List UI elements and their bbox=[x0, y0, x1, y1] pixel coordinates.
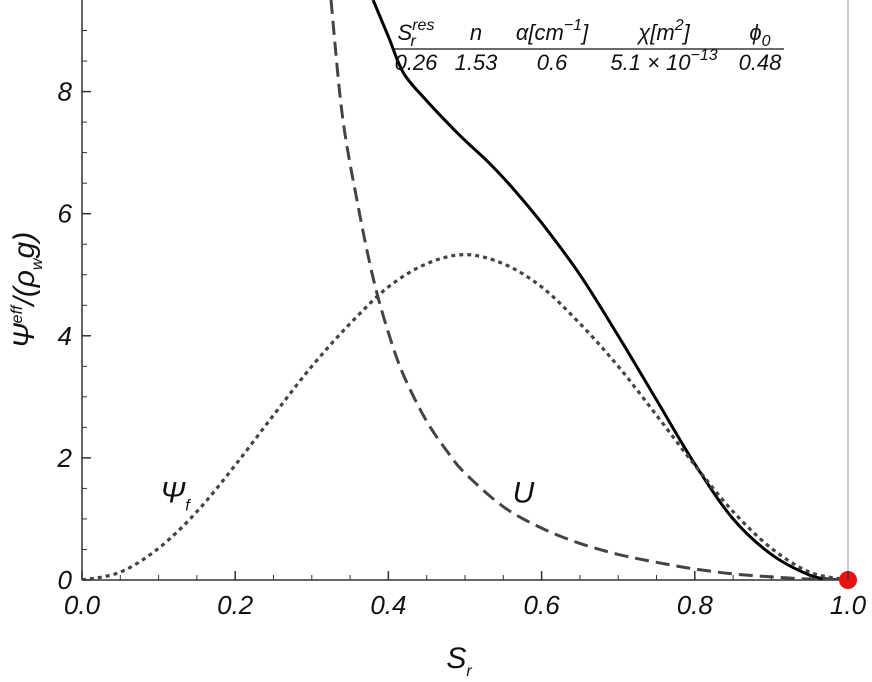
table-value: 0.6 bbox=[537, 50, 568, 75]
y-tick-label: 2 bbox=[57, 443, 73, 473]
series-line-total bbox=[371, 0, 848, 580]
psi-f-label: Ψf bbox=[160, 477, 191, 515]
x-axis-title: Sr bbox=[446, 642, 472, 680]
y-tick-label: 6 bbox=[58, 199, 73, 229]
x-tick-label: 0.2 bbox=[217, 590, 254, 620]
param-table: Sres r n α[cm−1] χ[m2] ϕ0 0.26 1.53 0.6 5.1 × 10−… bbox=[392, 17, 784, 75]
table-value: 0.26 bbox=[395, 50, 439, 75]
table-header: n bbox=[470, 20, 482, 45]
labels: Ψf U Sr Ψeff/(ρwg) bbox=[8, 232, 535, 680]
x-tick-label: 0.6 bbox=[524, 590, 561, 620]
ticks: 0.0 0.2 0.4 0.6 0.8 1.0 0 2 4 6 8 bbox=[57, 30, 867, 620]
table-header: α[cm−1] bbox=[516, 17, 589, 45]
table-header: Sres r bbox=[398, 17, 435, 50]
curves bbox=[82, 0, 857, 589]
y-tick-label: 4 bbox=[58, 321, 72, 351]
table-value: 1.53 bbox=[455, 50, 499, 75]
x-tick-label: 0.0 bbox=[64, 590, 101, 620]
table-header: ϕ0 bbox=[749, 20, 770, 50]
table-header: χ[m2] bbox=[636, 17, 690, 45]
x-tick-label: 0.4 bbox=[370, 590, 406, 620]
u-label: U bbox=[513, 477, 535, 510]
table-value: 0.48 bbox=[739, 50, 783, 75]
table-value: 5.1 × 10−13 bbox=[610, 47, 717, 75]
series-line-u bbox=[329, 0, 848, 580]
y-axis-title: Ψeff/(ρwg) bbox=[8, 232, 46, 348]
x-tick-label: 0.8 bbox=[677, 590, 714, 620]
series-line-psi-f bbox=[82, 252, 848, 580]
axes bbox=[81, 0, 849, 581]
y-tick-label: 8 bbox=[58, 77, 73, 107]
x-tick-label: 1.0 bbox=[830, 590, 867, 620]
y-tick-label: 0 bbox=[58, 565, 73, 595]
